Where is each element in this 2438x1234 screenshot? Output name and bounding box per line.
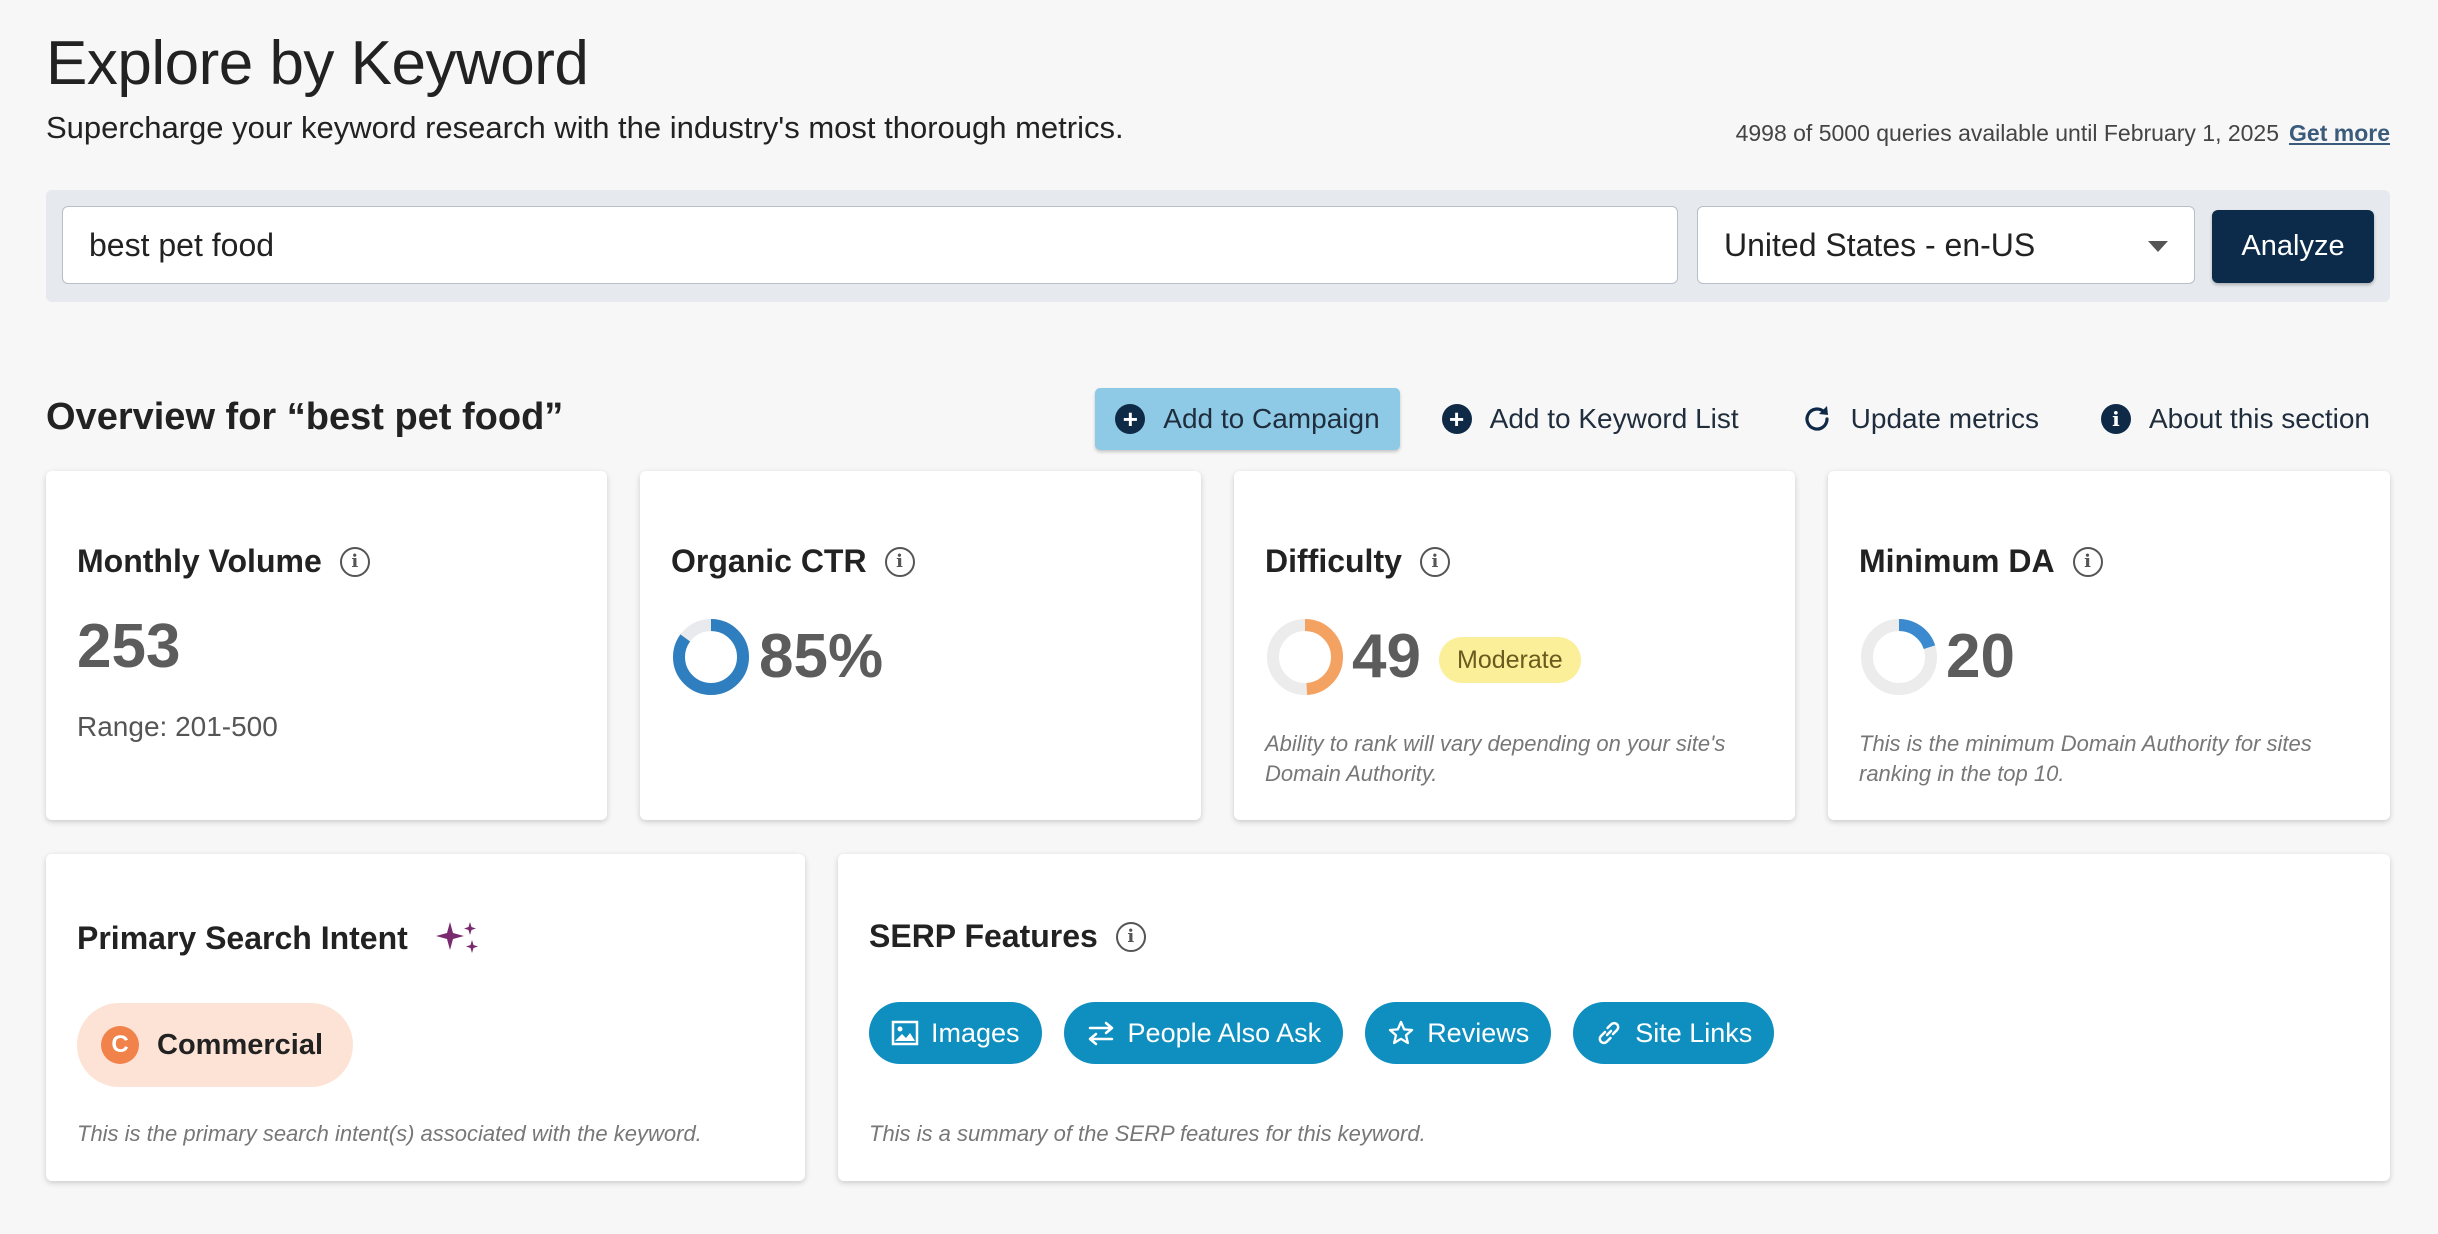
serp-chip-reviews[interactable]: Reviews: [1365, 1002, 1552, 1064]
serp-chip-people-also-ask[interactable]: People Also Ask: [1063, 1002, 1344, 1064]
card-title: Organic CTR i: [671, 543, 915, 580]
star-icon: [1389, 1020, 1414, 1045]
monthly-volume-range: Range: 201-500: [77, 711, 278, 742]
refresh-icon: [1805, 406, 1829, 431]
add-to-keyword-list-label: Add to Keyword List: [1489, 403, 1739, 434]
add-to-keyword-list-button[interactable]: + Add to Keyword List: [1422, 388, 1759, 450]
page-subtitle: Supercharge your keyword research with t…: [46, 110, 1124, 145]
difficulty-value: 49: [1352, 622, 1421, 691]
locale-select[interactable]: United States - en-US: [1697, 206, 2195, 284]
commercial-icon: C: [101, 1026, 139, 1064]
search-bar: United States - en-US Analyze: [46, 190, 2390, 302]
quota-text: 4998 of 5000 queries available until Feb…: [1735, 120, 2280, 146]
chip-label: Site Links: [1635, 1017, 1753, 1048]
info-icon[interactable]: i: [2072, 546, 2103, 577]
donut-fill: [1861, 619, 1937, 695]
organic-ctr-value: 85%: [759, 622, 884, 691]
ctr-donut: [673, 619, 749, 695]
difficulty-card: Difficulty i 49 Moderate Ability to rank…: [1234, 471, 1795, 820]
card-title: Difficulty i: [1265, 543, 1450, 580]
plus-circle-icon: +: [1115, 404, 1146, 434]
overview-toolbar: + Add to Campaign + Add to Keyword List …: [1095, 388, 2390, 450]
page-title: Explore by Keyword: [46, 29, 589, 98]
organic-ctr-title: Organic CTR: [671, 543, 867, 579]
monthly-volume-value: 253: [77, 612, 181, 681]
intent-note: This is the primary search intent(s) ass…: [77, 1121, 702, 1146]
intent-badge: C Commercial: [77, 1003, 354, 1087]
overview-title: Overview for “best pet food”: [46, 396, 564, 438]
sparkle-icon: [435, 922, 478, 953]
da-donut: [1861, 619, 1937, 695]
organic-ctr-card: Organic CTR i 85%: [640, 471, 1201, 820]
card-title: Monthly Volume i: [77, 543, 370, 580]
difficulty-donut: [1267, 619, 1343, 695]
difficulty-badge: Moderate: [1439, 637, 1581, 683]
add-to-campaign-button[interactable]: + Add to Campaign: [1095, 388, 1400, 450]
about-section-label: About this section: [2148, 403, 2370, 434]
update-metrics-button[interactable]: Update metrics: [1781, 388, 2059, 450]
keyword-input[interactable]: [62, 206, 1678, 284]
info-icon[interactable]: i: [884, 546, 915, 577]
info-icon[interactable]: i: [339, 546, 370, 577]
card-title: SERP Features i: [869, 918, 1146, 955]
get-more-link[interactable]: Get more: [2289, 120, 2390, 146]
search-intent-title: Primary Search Intent: [77, 919, 408, 956]
minimum-da-card: Minimum DA i 20 This is the minimum Doma…: [1828, 471, 2390, 820]
difficulty-note: Ability to rank will vary depending on y…: [1265, 731, 1726, 786]
swap-arrows-icon: [1088, 1021, 1113, 1046]
serp-chip-list: Images People Also Ask Reviews Site: [869, 1002, 1796, 1064]
info-icon[interactable]: i: [1419, 546, 1450, 577]
monthly-volume-title: Monthly Volume: [77, 543, 322, 579]
plus-circle-icon: +: [1441, 404, 1472, 434]
serp-features-card: SERP Features i Images People Also Ask: [838, 854, 2390, 1181]
serp-features-title: SERP Features: [869, 918, 1098, 954]
about-section-button[interactable]: i About this section: [2081, 388, 2390, 450]
chip-label: Images: [931, 1017, 1020, 1048]
minimum-da-note: This is the minimum Domain Authority for…: [1859, 731, 2312, 786]
analyze-button[interactable]: Analyze: [2212, 210, 2374, 283]
locale-value: United States - en-US: [1724, 226, 2036, 263]
search-intent-card: Primary Search Intent C Commercial This …: [46, 854, 805, 1181]
monthly-volume-card: Monthly Volume i 253 Range: 201-500: [46, 471, 607, 820]
donut-fill: [673, 619, 749, 695]
difficulty-title: Difficulty: [1265, 543, 1402, 579]
info-icon[interactable]: i: [1115, 921, 1146, 952]
info-filled-icon: i: [2100, 404, 2131, 434]
serp-chip-site-links[interactable]: Site Links: [1573, 1002, 1775, 1064]
quota-info: 4998 of 5000 queries available until Feb…: [1736, 120, 2390, 147]
minimum-da-title: Minimum DA: [1859, 543, 2055, 579]
update-metrics-label: Update metrics: [1850, 403, 2039, 434]
chip-label: People Also Ask: [1127, 1017, 1322, 1048]
chip-label: Reviews: [1427, 1017, 1530, 1048]
serp-chip-images[interactable]: Images: [869, 1002, 1042, 1064]
link-icon: [1598, 1021, 1620, 1045]
caret-down-icon: [2148, 241, 2168, 252]
card-title: Minimum DA i: [1859, 543, 2103, 580]
serp-note: This is a summary of the SERP features f…: [869, 1121, 1426, 1146]
donut-fill: [1267, 619, 1343, 695]
minimum-da-value: 20: [1946, 622, 2015, 691]
card-title: Primary Search Intent: [77, 918, 482, 958]
add-to-campaign-label: Add to Campaign: [1163, 403, 1380, 434]
intent-value: Commercial: [157, 1028, 324, 1061]
image-icon: [891, 1020, 919, 1046]
